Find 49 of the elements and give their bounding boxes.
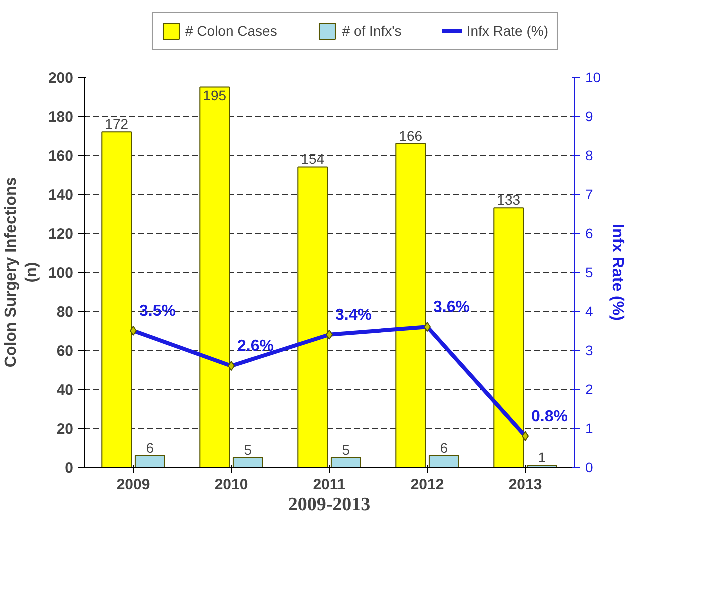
y2-tick-label: 3 [586,342,594,358]
y2-tick-label: 8 [586,148,594,164]
bar [232,457,264,468]
y-tick-label: 80 [56,304,74,321]
y-tick-label: 180 [48,109,74,126]
data-label: 195 [203,87,227,104]
y-tick-label: 100 [48,265,74,282]
x-tick-label: 2009 [116,476,150,494]
y2-tick-label: 7 [586,186,594,202]
y-tick-label: 40 [56,382,74,399]
x-tick-label: 2010 [214,476,248,494]
data-label: 172 [105,116,129,132]
bar [330,457,362,468]
data-label: 166 [399,128,423,144]
y2-tick-label: 4 [586,304,594,320]
x-tick-label: 2012 [410,476,444,494]
data-label: 1 [538,450,546,466]
y2-tick-label: 5 [586,264,594,280]
data-label: 5 [244,442,252,458]
y-tick-label: 140 [48,187,74,204]
y2-axis-title: Infx Rate (%) [609,224,626,321]
legend-label: Infx Rate (%) [466,23,549,39]
y2-tick-label: 0 [586,460,594,476]
y-axis-title: Colon Surgery Infections (n) [3,177,40,368]
y2-tick-label: 10 [586,70,602,86]
data-label: 0.8% [532,408,568,426]
y-tick-label: 200 [48,70,74,87]
data-label: 6 [146,440,154,456]
y2-tick-label: 1 [586,420,594,436]
x-tick-label: 2011 [313,476,346,494]
y2-tick-label: 6 [586,226,594,242]
bar [428,455,460,468]
y-tick-label: 20 [56,421,74,438]
y-tick-label: 0 [65,460,74,477]
data-label: 5 [342,442,350,458]
y-tick-label: 120 [48,226,74,243]
data-label: 6 [440,440,448,456]
y2-tick-label: 9 [586,108,594,124]
y-tick-label: 160 [48,148,74,165]
data-label: 154 [301,151,325,168]
data-label: 3.4% [336,306,372,324]
x-tick-label: 2013 [508,476,542,494]
bar [134,455,166,468]
legend-label: # of Infx's [342,23,402,39]
y2-tick-label: 2 [586,382,594,398]
data-label: 133 [497,192,521,208]
y-tick-label: 60 [56,343,74,360]
legend-label: # Colon Cases [185,23,278,39]
x-axis-title: 2009-2013 [288,494,371,516]
